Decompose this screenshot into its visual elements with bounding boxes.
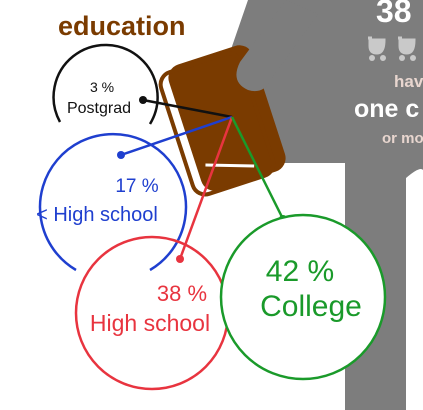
percent-less-than-high-school: 17 %: [115, 176, 158, 197]
label-college: College: [260, 290, 362, 323]
bubble-less-than-high-school: [38, 132, 188, 272]
label-high-school: High school: [90, 310, 210, 336]
bubble-college: [219, 213, 387, 381]
banner-number: 38: [376, 0, 412, 29]
banner-line-2: one c: [354, 95, 419, 123]
percent-high-school: 38 %: [157, 281, 207, 306]
label-less-than-high-school: < High school: [36, 204, 158, 226]
section-heading: education: [58, 11, 186, 41]
banner-line-3: or mo: [382, 130, 423, 147]
percent-postgrad: 3 %: [90, 79, 114, 95]
arm: [236, 0, 318, 92]
connector-less-than-high-school: [120, 115, 233, 157]
segment-postgrad: 3 % Postgrad: [52, 43, 159, 125]
label-postgrad: Postgrad: [67, 100, 131, 117]
stroller-icon: [398, 36, 416, 61]
segment-high-school: 38 % High school: [74, 235, 230, 391]
bubble-postgrad: [52, 43, 159, 125]
connector-lines: [117, 96, 287, 263]
connector-college: [230, 116, 285, 220]
segment-less-than-high-school: 17 % < High school: [36, 132, 188, 272]
connector-high-school: [178, 116, 234, 260]
segment-college: 42 % College: [219, 213, 387, 381]
stroller-icon: [368, 36, 386, 61]
banner-line-1: hav: [394, 72, 423, 91]
percent-college: 42 %: [266, 255, 334, 288]
